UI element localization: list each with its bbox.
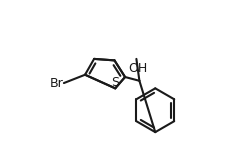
Text: S: S xyxy=(111,76,119,89)
Text: OH: OH xyxy=(128,62,147,75)
Text: Br: Br xyxy=(49,77,63,90)
